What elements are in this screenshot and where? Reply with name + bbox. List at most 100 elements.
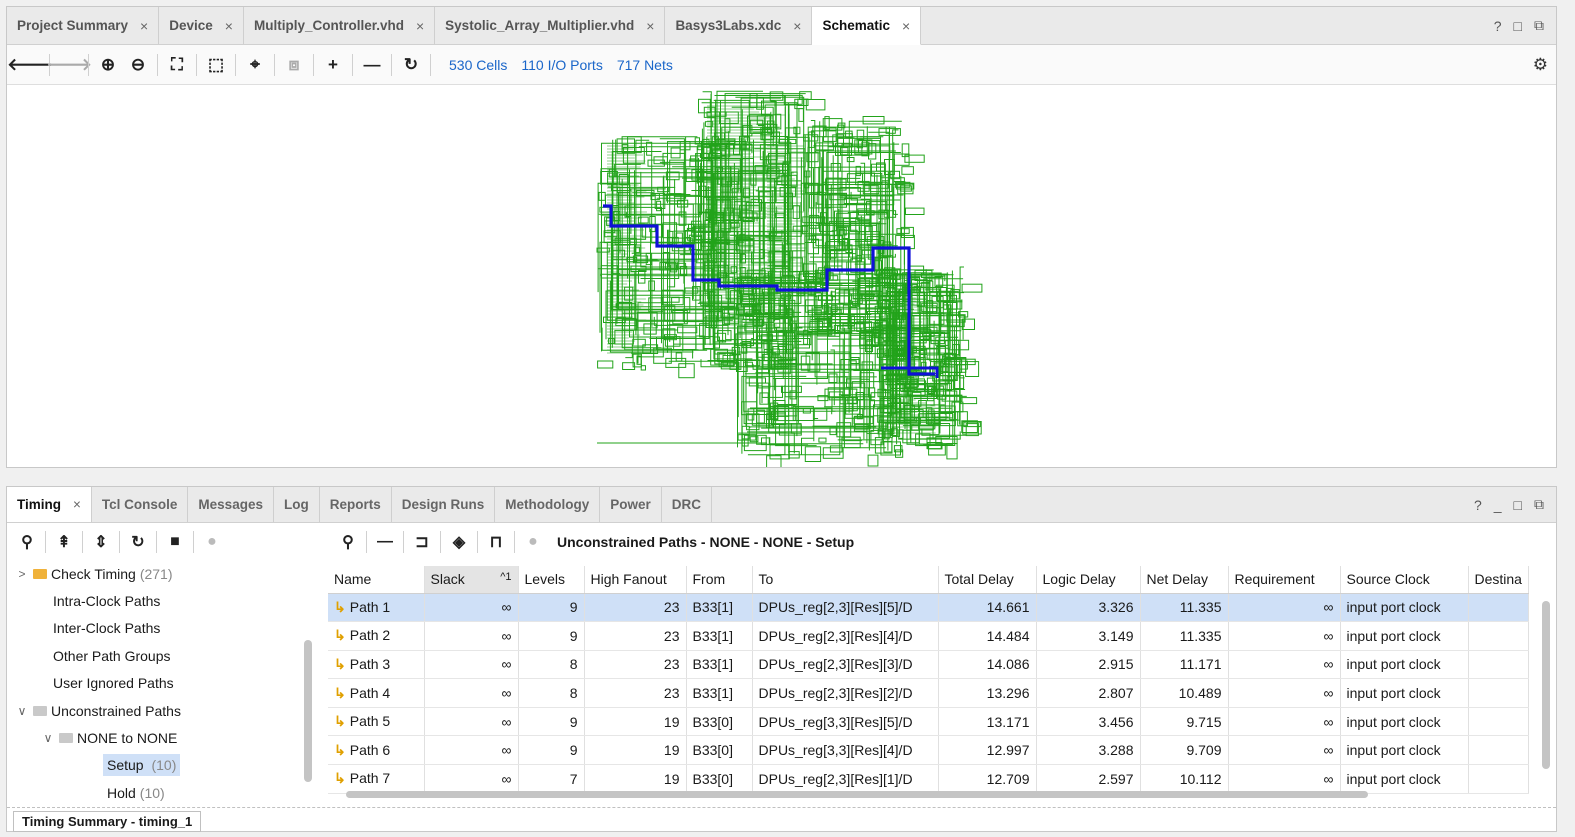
table-row[interactable]: ↳ Path 3 ∞ 8 23 B33[1] DPUs_reg[2,3][Res][3]/D… bbox=[328, 650, 1529, 680]
collapse-all-icon[interactable]: ⇞ bbox=[57, 534, 71, 551]
maximize-icon[interactable]: □ bbox=[1513, 17, 1522, 34]
expand-all-icon[interactable]: ⇕ bbox=[94, 534, 108, 551]
tab-messages[interactable]: Messages bbox=[188, 487, 274, 522]
zoom-out-icon[interactable]: ⊖ bbox=[130, 54, 146, 74]
highlight-icon[interactable]: ◈ bbox=[452, 534, 466, 551]
tab-project-summary[interactable]: Project Summary × bbox=[7, 7, 160, 44]
refresh-icon[interactable]: ↻ bbox=[131, 534, 145, 551]
column-header-to[interactable]: To bbox=[752, 566, 939, 594]
table-vertical-scrollbar[interactable] bbox=[1539, 583, 1553, 793]
scrollbar-thumb[interactable] bbox=[304, 640, 312, 782]
zoom-selection-icon[interactable]: ⬚ bbox=[207, 54, 225, 74]
search-icon[interactable]: ⚲ bbox=[21, 534, 33, 551]
table-row[interactable]: ↳ Path 2 ∞ 9 23 B33[1] DPUs_reg[2,3][Res][4]/D… bbox=[328, 621, 1529, 651]
divider bbox=[49, 53, 50, 76]
tab-log[interactable]: Log bbox=[274, 487, 320, 522]
panel-splitter[interactable] bbox=[320, 524, 328, 804]
tree-item-inter-clock-paths[interactable]: Inter-Clock Paths bbox=[7, 615, 319, 642]
tab-power[interactable]: Power bbox=[600, 487, 662, 522]
tab-timing-summary[interactable]: Timing Summary - timing_1 bbox=[13, 811, 202, 832]
tab-methodology[interactable]: Methodology bbox=[495, 487, 601, 522]
tree-item-intra-clock-paths[interactable]: Intra-Clock Paths bbox=[7, 587, 319, 614]
tree-item-unconstrained-paths[interactable]: ∨ Unconstrained Paths bbox=[7, 697, 319, 724]
crosshair-icon[interactable]: ⌖ bbox=[250, 54, 260, 74]
column-header-logic-delay[interactable]: Logic Delay bbox=[1036, 566, 1141, 594]
tree-item-setup[interactable]: Setup (10) bbox=[7, 752, 319, 779]
ungroup-icon[interactable]: ⧈ bbox=[288, 54, 300, 74]
tree-item-other-path-groups[interactable]: Other Path Groups bbox=[7, 642, 319, 669]
tab-systolic-array-multiplier[interactable]: Systolic_Array_Multiplier.vhd × bbox=[435, 7, 666, 44]
tab-tcl-console[interactable]: Tcl Console bbox=[92, 487, 189, 522]
tree-item-check-timing[interactable]: > Check Timing (271) bbox=[7, 560, 319, 587]
stop-icon[interactable]: ● bbox=[528, 533, 538, 550]
search-icon[interactable]: ⚲ bbox=[342, 534, 354, 551]
help-icon[interactable]: ? bbox=[1493, 17, 1502, 34]
refresh-icon[interactable]: ↻ bbox=[403, 54, 419, 74]
tab-reports[interactable]: Reports bbox=[320, 487, 392, 522]
tab-timing[interactable]: Timing × bbox=[7, 487, 92, 522]
column-header-name[interactable]: Name bbox=[328, 566, 425, 594]
forward-arrow-icon[interactable]: 🡒 bbox=[46, 54, 92, 74]
collapse-icon[interactable]: — bbox=[377, 533, 393, 550]
cells-count-link[interactable]: 530 Cells bbox=[449, 56, 508, 73]
gear-icon[interactable]: ⚙ bbox=[1532, 54, 1548, 74]
minimize-icon[interactable]: _ bbox=[1493, 496, 1502, 513]
table-row[interactable]: ↳ Path 7 ∞ 7 19 B33[0] DPUs_reg[2,3][Res][1]/D… bbox=[328, 764, 1529, 794]
tab-device[interactable]: Device × bbox=[159, 7, 244, 44]
close-icon[interactable]: × bbox=[793, 17, 802, 34]
path-name: Path 3 bbox=[349, 655, 391, 672]
table-row[interactable]: ↳ Path 1 ∞ 9 23 B33[1] DPUs_reg[2,3][Res][5]/D… bbox=[328, 593, 1529, 623]
close-icon[interactable]: × bbox=[901, 17, 911, 34]
chevron-right-icon[interactable]: > bbox=[18, 566, 26, 581]
collapse-minus-icon[interactable]: — bbox=[363, 54, 381, 74]
column-header-total-delay[interactable]: Total Delay bbox=[938, 566, 1037, 594]
help-icon[interactable]: ? bbox=[1473, 496, 1482, 513]
io-ports-count-link[interactable]: 110 I/O Ports bbox=[521, 56, 603, 73]
chevron-down-icon[interactable]: ∨ bbox=[17, 703, 27, 718]
close-icon[interactable]: × bbox=[415, 17, 425, 34]
tab-drc[interactable]: DRC bbox=[662, 487, 713, 522]
tab-design-runs[interactable]: Design Runs bbox=[392, 487, 496, 522]
expand-plus-icon[interactable]: + bbox=[328, 54, 338, 74]
zoom-in-icon[interactable]: ⊕ bbox=[100, 54, 116, 74]
scrollbar-thumb[interactable] bbox=[346, 791, 1368, 798]
tree-item-none-to-none[interactable]: ∨ NONE to NONE bbox=[7, 724, 319, 751]
tree-item-user-ignored-paths[interactable]: User Ignored Paths bbox=[7, 670, 319, 697]
column-header-slack[interactable]: Slack ^1 bbox=[424, 566, 519, 594]
table-row[interactable]: ↳ Path 5 ∞ 9 19 B33[0] DPUs_reg[3,3][Res][5]/D… bbox=[328, 707, 1529, 737]
scrollbar-thumb[interactable] bbox=[1542, 601, 1550, 769]
tab-multiply-controller[interactable]: Multiply_Controller.vhd × bbox=[244, 7, 436, 44]
column-header-requirement[interactable]: Requirement bbox=[1228, 566, 1341, 594]
column-header-net-delay[interactable]: Net Delay bbox=[1140, 566, 1229, 594]
close-icon[interactable]: × bbox=[140, 17, 149, 34]
tree-scrollbar[interactable] bbox=[303, 565, 313, 799]
table-row[interactable]: ↳ Path 4 ∞ 8 23 B33[1] DPUs_reg[2,3][Res][2]/D… bbox=[328, 678, 1529, 708]
column-header-levels[interactable]: Levels bbox=[518, 566, 585, 594]
float-icon[interactable]: ⧉ bbox=[1534, 496, 1544, 512]
schematic-icon[interactable]: ⊐ bbox=[415, 534, 429, 551]
nets-count-link[interactable]: 717 Nets bbox=[616, 56, 673, 73]
table-horizontal-scrollbar[interactable] bbox=[328, 787, 1540, 801]
float-icon[interactable]: ⧉ bbox=[1534, 17, 1544, 33]
waveform-icon[interactable]: ⊓ bbox=[489, 534, 503, 551]
close-icon[interactable]: × bbox=[224, 17, 233, 34]
chevron-down-icon[interactable]: ∨ bbox=[43, 731, 53, 746]
tree-item-hold[interactable]: Hold (10) bbox=[7, 779, 319, 802]
column-header-source-clock[interactable]: Source Clock bbox=[1340, 566, 1469, 594]
schematic-editor: Project Summary × Device × Multiply_Contro… bbox=[6, 6, 1557, 472]
column-header-high-fanout[interactable]: High Fanout bbox=[584, 566, 687, 594]
column-header-from[interactable]: From bbox=[686, 566, 753, 594]
maximize-icon[interactable]: □ bbox=[1513, 496, 1522, 513]
close-icon[interactable]: × bbox=[73, 497, 81, 512]
tab-schematic[interactable]: Schematic × bbox=[812, 7, 922, 45]
table-row[interactable]: ↳ Path 6 ∞ 9 19 B33[0] DPUs_reg[3,3][Res][4]/D… bbox=[328, 735, 1529, 766]
zoom-fit-icon[interactable]: ⛶ bbox=[171, 54, 183, 74]
tab-label: Reports bbox=[329, 497, 381, 512]
column-header-destination[interactable]: Destina bbox=[1468, 566, 1529, 594]
close-icon[interactable]: × bbox=[646, 17, 655, 34]
back-arrow-icon[interactable]: 🡐 bbox=[7, 54, 53, 74]
tab-basys3labs-xdc[interactable]: Basys3Labs.xdc × bbox=[665, 7, 813, 44]
save-icon[interactable]: ■ bbox=[170, 533, 180, 550]
stop-icon[interactable]: ● bbox=[207, 533, 217, 550]
schematic-canvas[interactable] bbox=[7, 86, 1556, 472]
